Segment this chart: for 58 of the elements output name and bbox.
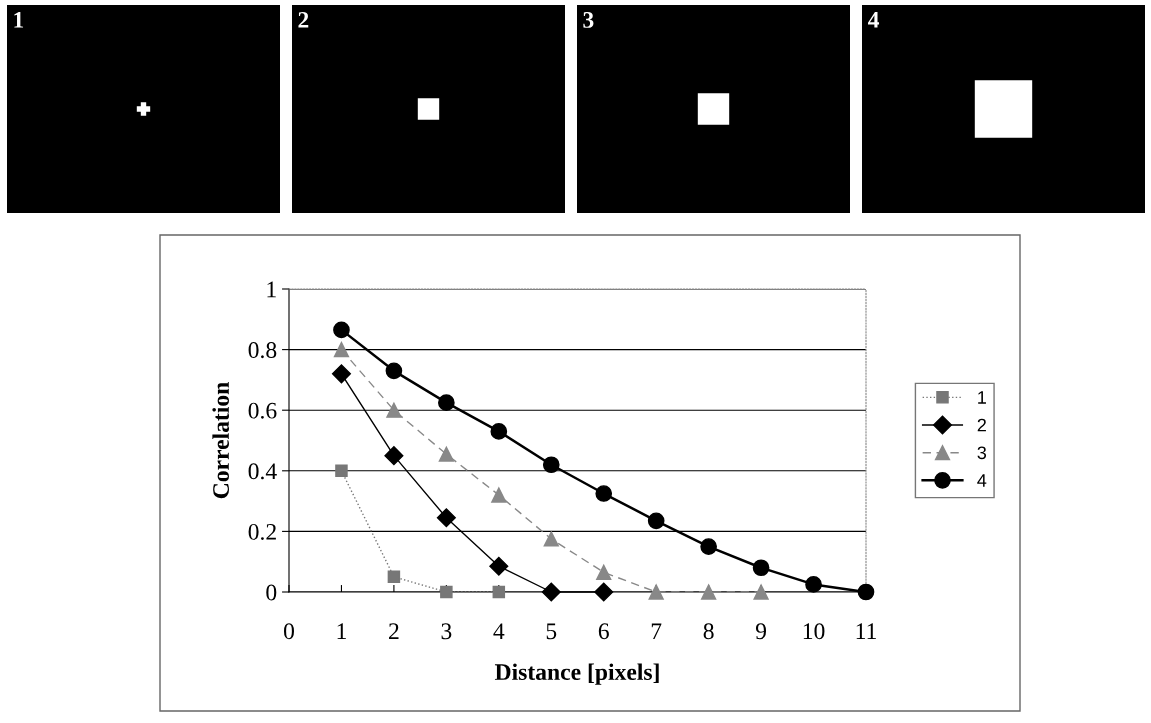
point [492,585,506,599]
point [489,556,509,576]
point [490,423,508,440]
x-tick-label: 0 [284,623,294,640]
y-tick-label: 0.2 [248,523,276,540]
point [335,464,348,478]
point [541,582,561,602]
x-tick-label: 3 [441,623,452,640]
legend-label: 3 [977,446,987,460]
x-tick-label: 10 [803,623,825,640]
point [331,364,351,384]
point [594,582,614,602]
point [333,321,350,339]
x-tick-label: 2 [389,623,399,639]
x-tick-label: 1 [337,623,346,639]
x-axis-title: Distance [pixels] [494,663,659,685]
text: 4 [867,12,880,28]
x-tick-label: 8 [703,623,714,640]
y-tick-label: 0 [266,584,277,601]
point [440,585,453,599]
legend-label: 4 [977,474,987,487]
x-tick-label: 4 [493,623,505,639]
point [543,531,559,547]
point [384,446,404,466]
point [595,485,613,502]
text: 1 [14,12,24,28]
point [752,559,770,577]
point [542,456,560,474]
point [647,512,665,530]
x-tick-label: 9 [755,623,767,640]
y-axis-title: Correlation [212,382,229,499]
point [438,446,455,462]
text: 2 [298,11,309,28]
point [648,584,664,600]
point [385,362,403,380]
point [700,584,717,600]
point [333,341,350,358]
legend-label: 1 [978,391,986,404]
point [387,570,401,584]
point [386,402,402,418]
x-tick-label: 6 [598,623,609,640]
legend-label: 2 [977,418,986,432]
point [805,576,822,593]
point [438,394,455,411]
y-tick-label: 0.8 [248,342,277,359]
text: 3 [583,11,594,28]
x-tick-label: 7 [651,623,662,639]
point [700,538,717,555]
y-tick-label: 1 [267,281,276,298]
point [596,564,612,580]
x-tick-label: 5 [546,623,557,640]
point [436,508,456,528]
x-tick-label: 11 [856,623,876,639]
y-tick-label: 0.4 [248,463,277,480]
point [491,487,507,503]
y-tick-label: 0.6 [248,402,277,419]
point [857,583,875,601]
point [753,584,769,600]
